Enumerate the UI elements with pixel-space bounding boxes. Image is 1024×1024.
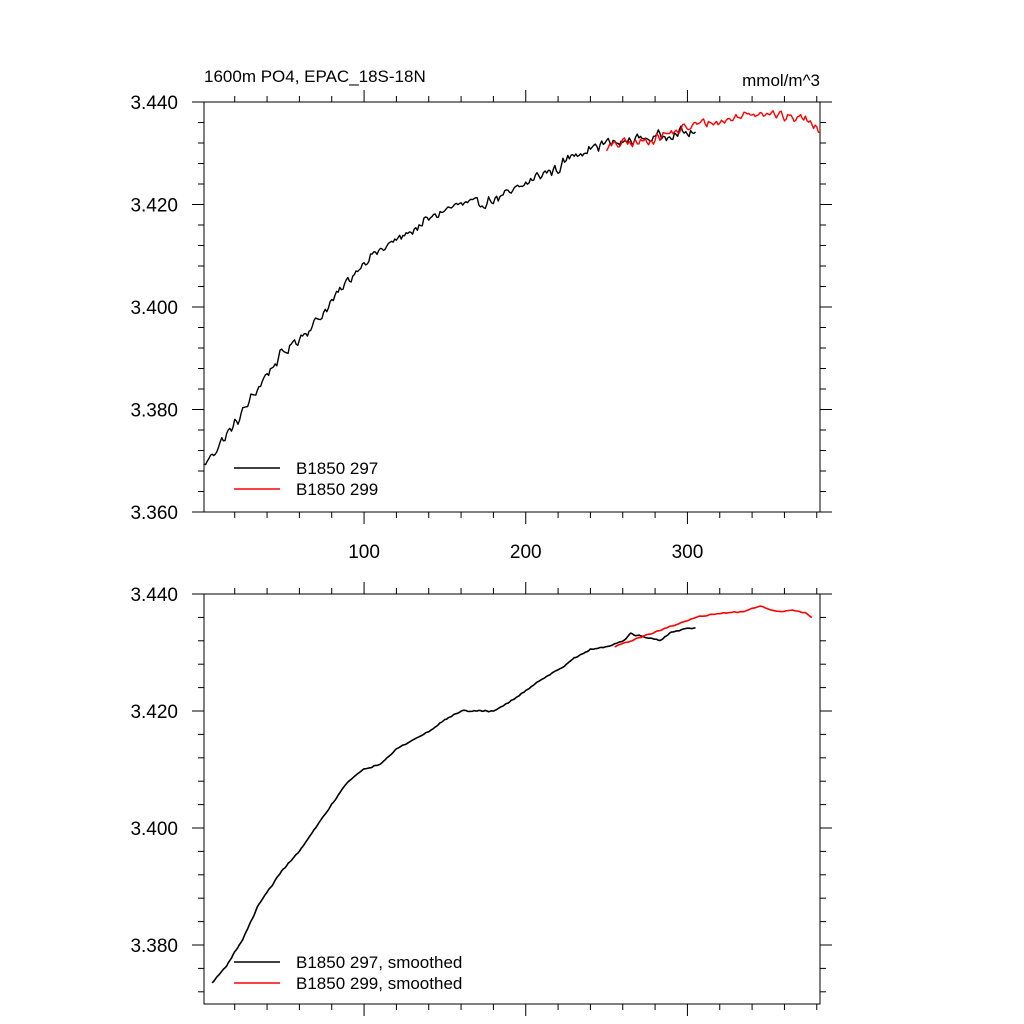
y-tick-label: 3.440 [130, 93, 178, 114]
legend: B1850 297, smoothed B1850 299, smoothed [234, 953, 462, 993]
y-tick-label: 3.420 [130, 196, 178, 217]
y-tick-label: 3.380 [130, 401, 178, 422]
series-line-b1850-297-smoothed [211, 626, 696, 984]
series-line-b1850-299 [605, 110, 820, 152]
x-tick-label: 300 [672, 542, 704, 563]
legend-label: B1850 297, smoothed [296, 953, 462, 972]
x-ticks [234, 90, 818, 524]
legend: B1850 297 B1850 299 [234, 459, 378, 499]
x-ticks [234, 582, 818, 1016]
series-line-b1850-299-smoothed [614, 605, 813, 648]
y-tick-label: 3.400 [130, 819, 178, 840]
x-tick-label: 200 [510, 542, 542, 563]
y-tick-label: 3.380 [130, 936, 178, 957]
x-tick-label: 100 [348, 542, 380, 563]
y-ticks [192, 593, 832, 993]
plot-frame [203, 101, 821, 513]
y-tick-label: 3.440 [130, 585, 178, 606]
y-tick-label: 3.360 [130, 503, 178, 524]
chart-title: 1600m PO4, EPAC_18S-18N [204, 67, 426, 86]
legend-label: B1850 299 [296, 480, 378, 499]
top-panel: 3.360 3.380 3.400 3.420 3.440 100 200 300 1600m … [130, 67, 832, 563]
units-label: mmol/m^3 [742, 71, 820, 90]
y-ticks [192, 101, 832, 513]
y-tick-label: 3.420 [130, 702, 178, 723]
legend-label: B1850 297 [296, 459, 378, 478]
legend-label: B1850 299, smoothed [296, 974, 462, 993]
series-line-b1850-297 [204, 125, 696, 466]
y-tick-label: 3.400 [130, 298, 178, 319]
plot-frame [203, 593, 821, 1005]
